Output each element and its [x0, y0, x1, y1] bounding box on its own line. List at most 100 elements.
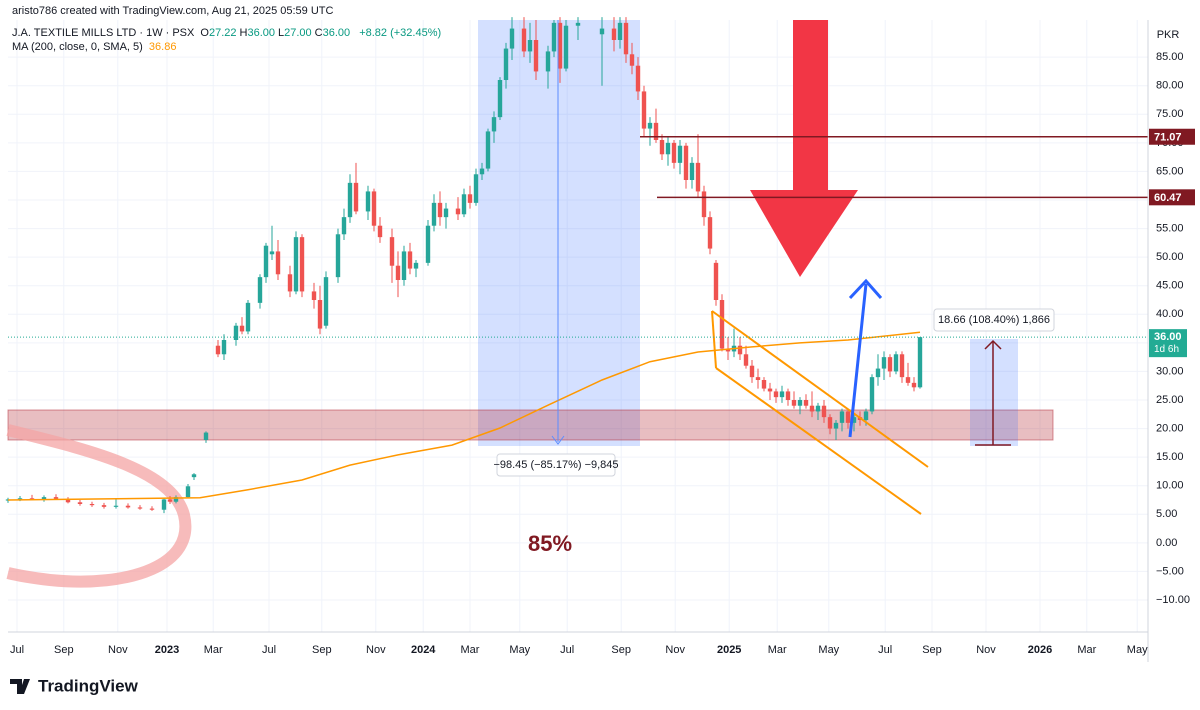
logo-mark [10, 679, 30, 694]
candle-body [779, 391, 785, 398]
candle-body [125, 505, 131, 508]
candle-body [425, 225, 431, 263]
candle-body [887, 357, 893, 372]
ohlc: O27.22 H36.00 L27.00 C36.00 [200, 27, 353, 39]
candle-body [743, 354, 749, 366]
candle-body [833, 422, 839, 429]
candle-body [17, 498, 23, 500]
x-tick-label: Mar [768, 644, 787, 656]
candle-body [29, 498, 35, 500]
candle-body [461, 194, 467, 215]
ohlc-value: 36.00 [322, 27, 351, 39]
candle-body [503, 48, 509, 80]
y-tick-label: 55.00 [1156, 222, 1184, 234]
annotation: −98.45 (−85.17%) −9,845 [493, 459, 618, 471]
candle-body [815, 405, 821, 412]
y-tick-label: 85.00 [1156, 51, 1184, 63]
candle-body [437, 202, 443, 218]
candle-body [851, 417, 857, 423]
candle-body [629, 54, 635, 66]
x-tick-label: Mar [461, 644, 480, 656]
candle-body [527, 40, 533, 52]
candle-body [881, 357, 887, 369]
ohlc-key: O [200, 27, 209, 39]
x-tick-label: Sep [922, 644, 942, 656]
candle-body [785, 391, 791, 400]
y-tick-label: 45.00 [1156, 280, 1184, 292]
candle-body [821, 405, 827, 418]
candle-body [215, 345, 221, 355]
measure-shade [970, 339, 1018, 446]
candle-body [773, 391, 779, 398]
annotation: 18.66 (108.40%) 1,866 [938, 314, 1050, 326]
candle-body [701, 191, 707, 218]
symbol: J.A. TEXTILE MILLS LTD · 1W · PSX [12, 27, 195, 39]
candle-body [551, 22, 557, 52]
candle-body [467, 194, 473, 203]
candle-body [911, 382, 917, 388]
ma-value: 36.86 [148, 41, 177, 53]
candle-body [113, 505, 119, 507]
x-tick-label: May [1127, 644, 1148, 656]
y-tick-label: 30.00 [1156, 365, 1184, 377]
candle-body [905, 377, 911, 383]
drawings-front: −98.45 (−85.17%) −9,845 18.66 (108.40%) … [8, 20, 1148, 556]
level-label: 60.47 [1154, 192, 1182, 204]
annotation-box [496, 453, 616, 477]
drawings-back [6, 20, 1054, 588]
candle-body [713, 262, 719, 300]
y-tick-label: 10.00 [1156, 480, 1184, 492]
candle-body [683, 145, 689, 180]
ohlc-key: L [278, 27, 285, 39]
x-tick-label: Sep [54, 644, 74, 656]
candle-body [335, 234, 341, 278]
candle-body [269, 251, 275, 255]
x-tick-label: 2024 [411, 644, 436, 656]
channel-line [715, 367, 922, 515]
x-tick-label: Nov [108, 644, 128, 656]
x-tick-label: Jul [878, 644, 892, 656]
candle-body [791, 400, 797, 406]
y-tick-label: −5.00 [1156, 565, 1184, 577]
candle-body [893, 354, 899, 372]
plot [5, 17, 923, 514]
candle-body [725, 348, 731, 352]
candle-body [407, 251, 413, 269]
candle-body [317, 300, 323, 329]
candle-body [293, 237, 299, 292]
candle-body [839, 411, 845, 423]
candle-body [653, 122, 659, 140]
y-tick-label: 80.00 [1156, 80, 1184, 92]
candle-body [41, 497, 47, 500]
candle-body [299, 237, 305, 292]
candle-body [53, 497, 59, 499]
symbol-legend: J.A. TEXTILE MILLS LTD · 1W · PSX O27.22… [12, 27, 444, 39]
candle-body [497, 80, 503, 118]
x-tick-label: Nov [976, 644, 996, 656]
candle-body [545, 51, 551, 72]
y-tick-label: 0.00 [1156, 537, 1177, 549]
candle-body [611, 28, 617, 40]
candle-body [695, 162, 701, 192]
candle-body [323, 277, 329, 326]
candle-body [161, 499, 167, 510]
candle-body [617, 22, 623, 40]
highlight-circle [6, 424, 192, 588]
ohlc-value: 27.22 [208, 27, 237, 39]
candle-body [473, 174, 479, 203]
x-tick-label: Sep [312, 644, 332, 656]
countdown: 1d 6h [1154, 344, 1179, 355]
candle-body [641, 91, 647, 129]
candle-body [797, 400, 803, 406]
currency: PKR [1157, 29, 1180, 41]
candle-body [101, 505, 107, 507]
candle-body [185, 486, 191, 498]
candle-body [875, 368, 881, 378]
ma-legend: MA (200, close, 0, SMA, 5) 36.86 [12, 41, 179, 53]
x-tick-label: Jul [560, 644, 574, 656]
candle-body [173, 497, 179, 502]
candle-body [623, 22, 629, 55]
candle-body [767, 388, 773, 392]
